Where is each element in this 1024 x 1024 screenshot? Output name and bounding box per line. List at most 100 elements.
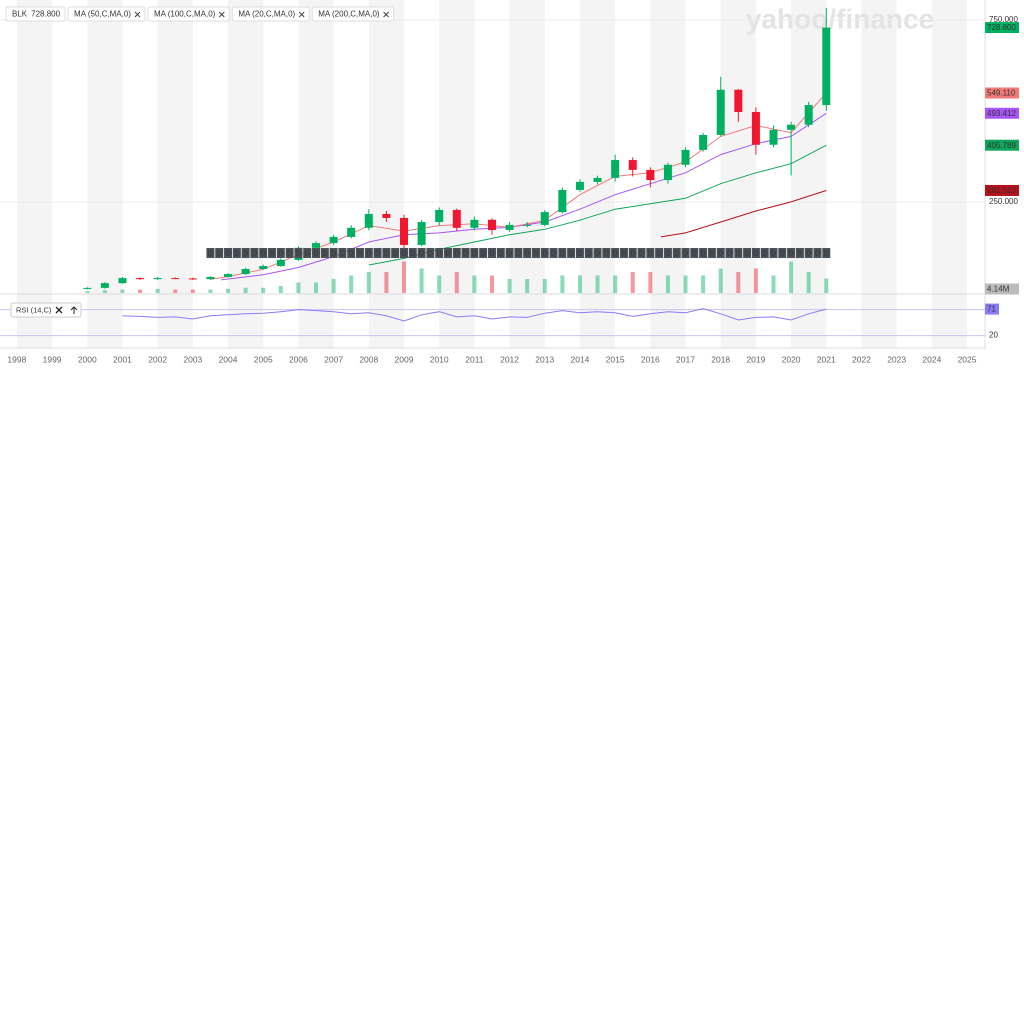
dividend-marker: D bbox=[681, 248, 690, 258]
dividend-box bbox=[382, 248, 391, 258]
dividend-label: D bbox=[261, 250, 266, 257]
year-band bbox=[791, 0, 827, 348]
dividend-label: D bbox=[674, 250, 679, 257]
dividend-marker: D bbox=[575, 248, 584, 258]
volume-bar bbox=[806, 272, 811, 293]
dividend-marker: D bbox=[804, 248, 813, 258]
dividend-box bbox=[435, 248, 444, 258]
ma-legend-box bbox=[231, 6, 310, 22]
dividend-marker: D bbox=[699, 248, 708, 258]
symbol-legend[interactable]: BLK 728.800 bbox=[5, 6, 66, 22]
ma-value-label: 549.110 bbox=[985, 87, 1019, 99]
dividend-box bbox=[514, 248, 523, 258]
dividend-box bbox=[681, 248, 690, 258]
dividend-box bbox=[479, 248, 488, 258]
dividend-box bbox=[795, 248, 804, 258]
candle-body bbox=[734, 89, 743, 112]
dividend-marker: D bbox=[778, 248, 787, 258]
year-band bbox=[87, 0, 123, 348]
dividend-marker: D bbox=[312, 248, 321, 258]
dividend-label: D bbox=[384, 250, 389, 257]
dividend-box bbox=[778, 248, 787, 258]
volume-bar bbox=[472, 275, 477, 293]
dividend-label: D bbox=[278, 250, 283, 257]
dividend-box bbox=[338, 248, 347, 258]
ma-legend[interactable]: MA (50,C,MA,0) bbox=[67, 6, 146, 22]
ma-value-label-bg bbox=[985, 139, 1019, 151]
year-band bbox=[509, 0, 545, 348]
dividend-box bbox=[391, 248, 400, 258]
candle-body bbox=[540, 212, 549, 225]
ma-legend[interactable]: MA (20,C,MA,0) bbox=[231, 6, 310, 22]
volume-bar bbox=[419, 268, 424, 293]
volume-bar bbox=[243, 287, 248, 293]
dividend-label: D bbox=[340, 250, 345, 257]
dividend-marker: D bbox=[593, 248, 602, 258]
dividend-box bbox=[452, 248, 461, 258]
dividend-box bbox=[443, 248, 452, 258]
dividend-label: D bbox=[745, 250, 750, 257]
ma-value-label-bg bbox=[985, 87, 1019, 99]
dividend-box bbox=[505, 248, 514, 258]
dividend-marker: D bbox=[294, 248, 303, 258]
volume-label-bg bbox=[985, 283, 1019, 295]
dividend-marker: D bbox=[646, 248, 655, 258]
dividend-box bbox=[672, 248, 681, 258]
dividend-label: D bbox=[313, 250, 318, 257]
volume-bar bbox=[753, 268, 758, 293]
year-band bbox=[368, 0, 404, 348]
year-band bbox=[579, 0, 616, 348]
year-band bbox=[157, 0, 193, 348]
volume-bar bbox=[489, 275, 494, 293]
dividend-label: D bbox=[604, 250, 609, 257]
volume-bar bbox=[789, 261, 794, 293]
dividend-label: D bbox=[366, 250, 371, 257]
dividend-label: D bbox=[551, 250, 556, 257]
volume-bar bbox=[507, 279, 512, 293]
up-icon[interactable] bbox=[70, 306, 78, 314]
x-tick-label: 2017 bbox=[676, 354, 695, 364]
dividend-marker: D bbox=[725, 248, 734, 258]
dividend-box bbox=[734, 248, 743, 258]
volume-bar bbox=[384, 272, 389, 293]
x-tick-label: 2004 bbox=[219, 354, 238, 364]
candle-body bbox=[206, 276, 215, 280]
dividend-marker: D bbox=[276, 248, 285, 258]
dividend-box bbox=[540, 248, 549, 258]
dividend-marker: D bbox=[822, 248, 831, 258]
dividend-marker: D bbox=[435, 248, 444, 258]
x-tick-label: 2019 bbox=[746, 354, 765, 364]
x-tick-label: 2021 bbox=[817, 354, 836, 364]
candle-body bbox=[769, 129, 778, 145]
ma-legend[interactable]: MA (100,C,MA,0) bbox=[147, 6, 230, 22]
dividend-marker: D bbox=[426, 248, 435, 258]
dividend-box bbox=[215, 248, 224, 258]
dividend-box bbox=[259, 248, 268, 258]
volume-bar bbox=[85, 291, 90, 293]
dividend-box bbox=[769, 248, 778, 258]
dividend-box bbox=[804, 248, 813, 258]
ma-legend[interactable]: MA (200,C,MA,0) bbox=[311, 6, 395, 22]
dividend-marker: D bbox=[637, 248, 646, 258]
ma-legend-text: MA (100,C,MA,0) bbox=[154, 10, 216, 19]
symbol-legend-value: 728.800 bbox=[31, 10, 60, 19]
dividend-marker: D bbox=[364, 248, 373, 258]
dividend-label: D bbox=[243, 250, 248, 257]
dividend-label: D bbox=[692, 250, 697, 257]
dividend-label: D bbox=[718, 250, 723, 257]
dividend-marker: D bbox=[391, 248, 400, 258]
dividend-marker: D bbox=[461, 248, 470, 258]
volume-bar bbox=[595, 275, 600, 293]
remove-icon[interactable] bbox=[55, 306, 63, 314]
dividend-label: D bbox=[234, 250, 239, 257]
dividend-marker: D bbox=[408, 248, 417, 258]
dividend-label: D bbox=[621, 250, 626, 257]
volume-bar bbox=[437, 275, 442, 293]
dividend-label: D bbox=[410, 250, 415, 257]
symbol-legend-text: BLK bbox=[12, 10, 28, 19]
candle-body bbox=[646, 169, 655, 181]
rsi-line bbox=[122, 308, 827, 322]
dividend-marker: D bbox=[514, 248, 523, 258]
volume-bar bbox=[314, 282, 319, 293]
dividend-label: D bbox=[375, 250, 380, 257]
